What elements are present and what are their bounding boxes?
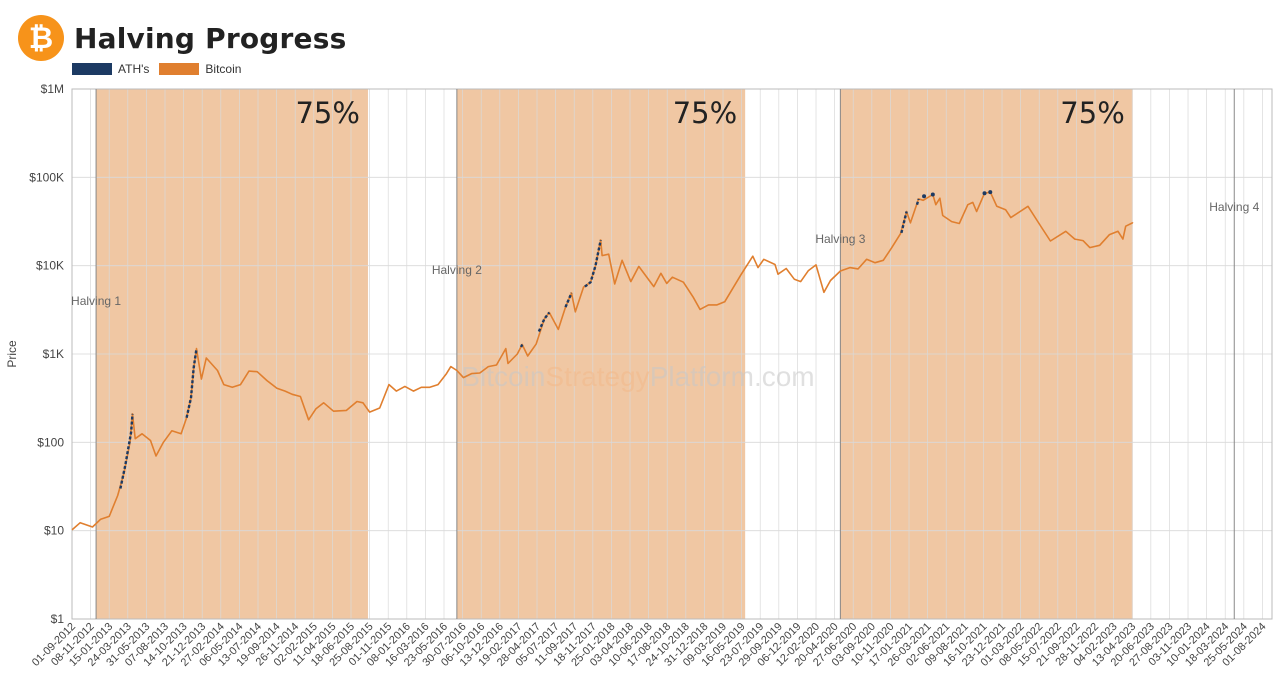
ath-segment-4 bbox=[564, 292, 573, 308]
region-percent-label-1: 75% bbox=[295, 96, 359, 130]
y-tick-label-5: $100K bbox=[29, 170, 64, 184]
ath-point-10 bbox=[982, 191, 987, 196]
legend-swatch-bitcoin bbox=[159, 63, 200, 75]
legend-swatch-aths bbox=[72, 63, 112, 75]
ath-segment-5 bbox=[584, 239, 602, 288]
y-tick-label-6: $1M bbox=[41, 82, 64, 96]
chart-header: ₿ Halving Progress bbox=[18, 14, 346, 62]
y-tick-label-3: $1K bbox=[43, 347, 64, 361]
legend-label-aths: ATH's bbox=[118, 62, 150, 76]
y-tick-label-4: $10K bbox=[36, 259, 64, 273]
halving-label-1: Halving 1 bbox=[71, 294, 121, 308]
y-axis-label: Price bbox=[5, 340, 19, 368]
ath-segment-6 bbox=[900, 211, 908, 234]
ath-segment-7 bbox=[915, 198, 920, 206]
plot-border bbox=[71, 88, 1273, 620]
watermark-part-1: Strategy bbox=[545, 361, 649, 392]
chart-title: Halving Progress bbox=[74, 21, 347, 55]
bitcoin-logo-icon: ₿ bbox=[18, 15, 64, 61]
watermark: BitcoinStrategyPlatform.com bbox=[461, 361, 814, 392]
ath-point-11 bbox=[988, 190, 993, 195]
ath-point-9 bbox=[930, 192, 935, 197]
ath-segment-2 bbox=[520, 344, 524, 348]
y-tick-label-2: $100 bbox=[37, 435, 64, 449]
y-tick-label-0: $1 bbox=[51, 612, 65, 626]
halving-label-2: Halving 2 bbox=[432, 263, 482, 277]
ath-segment-1 bbox=[185, 348, 198, 418]
watermark-part-3: .com bbox=[754, 361, 815, 392]
legend-item-bitcoin[interactable]: Bitcoin bbox=[159, 62, 241, 76]
region-percent-label-2: 75% bbox=[673, 96, 737, 130]
watermark-part-2: Platform bbox=[650, 361, 754, 392]
ath-point-8 bbox=[922, 194, 927, 199]
ath-segment-0 bbox=[119, 413, 134, 489]
watermark-part-0: Bitcoin bbox=[461, 361, 545, 392]
region-percent-label-3: 75% bbox=[1060, 96, 1124, 130]
halving-label-4: Halving 4 bbox=[1209, 200, 1259, 214]
y-tick-label-1: $10 bbox=[44, 524, 64, 538]
legend-item-aths[interactable]: ATH's bbox=[72, 62, 149, 76]
series-line-bitcoin bbox=[71, 191, 1134, 531]
halving-label-3: Halving 3 bbox=[815, 232, 865, 246]
legend-label-bitcoin: Bitcoin bbox=[205, 62, 242, 76]
chart-legend: ATH's Bitcoin bbox=[72, 62, 251, 76]
